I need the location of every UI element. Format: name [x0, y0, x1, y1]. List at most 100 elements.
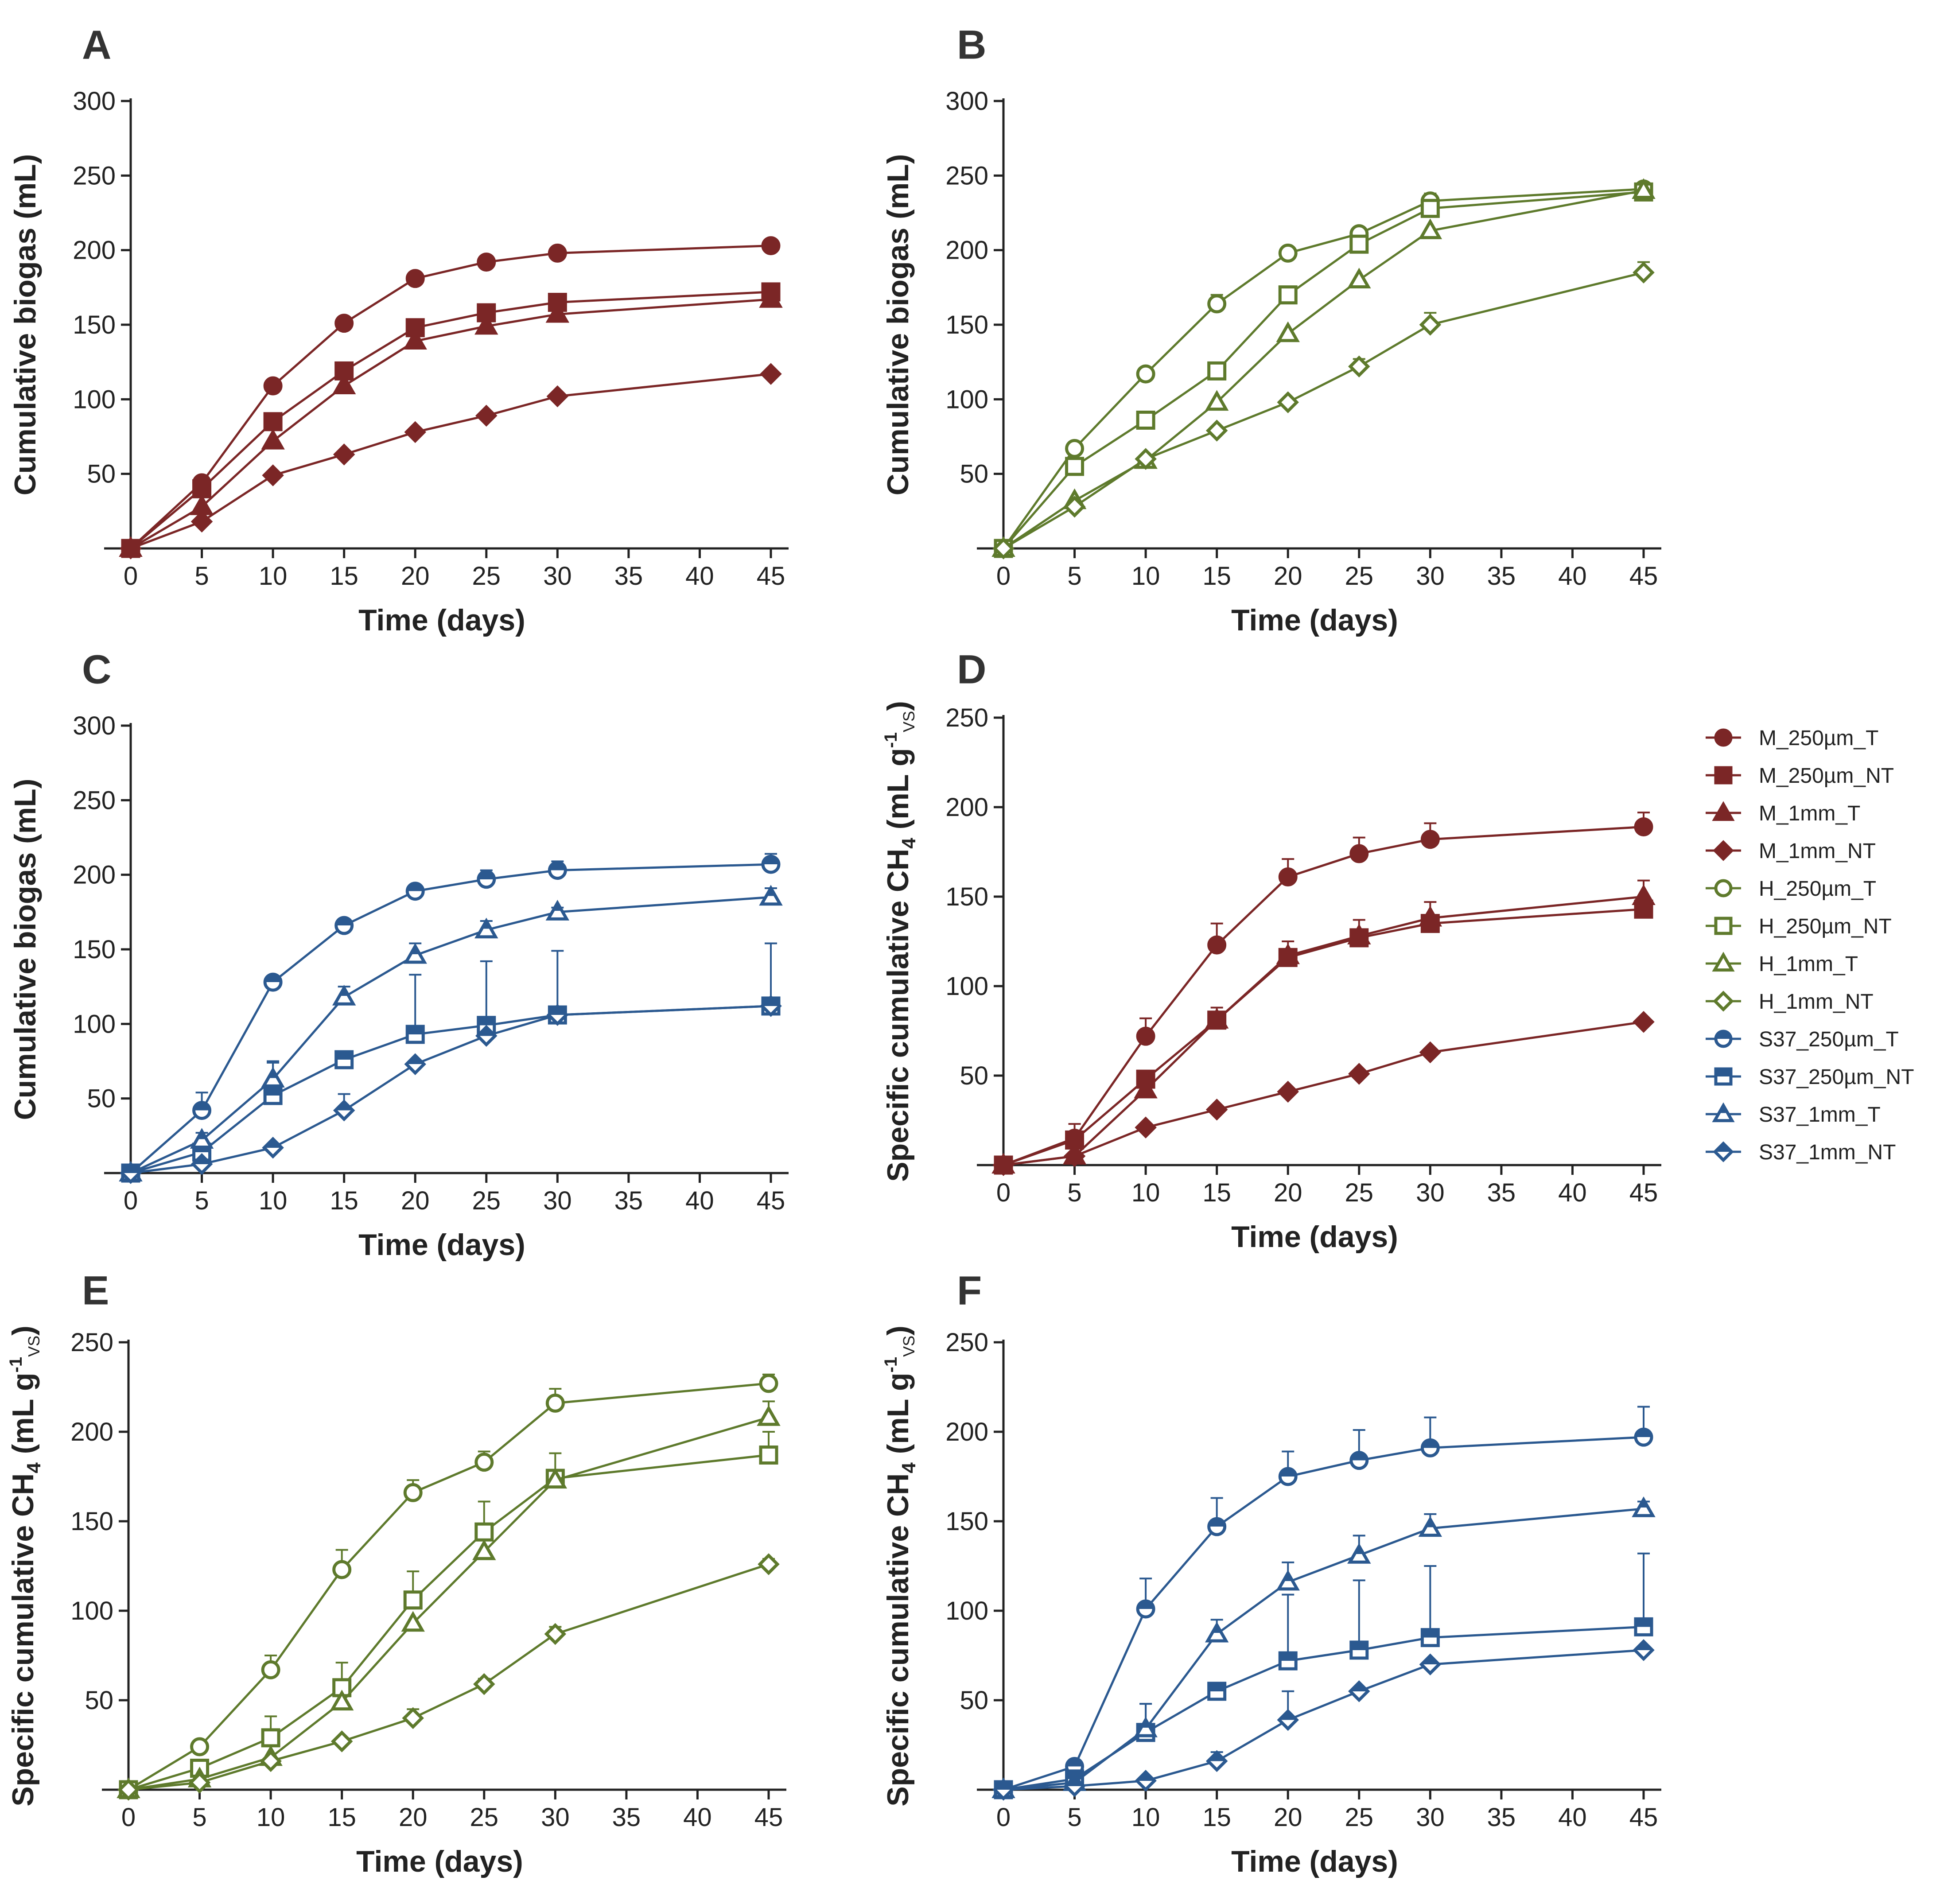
panel-f-y-tick-label: 50: [960, 1686, 988, 1715]
panel-a-y-tick-label: 50: [87, 460, 116, 489]
panel-a-x-tick-label: 15: [330, 562, 358, 591]
panel-e-point-h-250um-nt: [759, 1445, 778, 1465]
panel-d-series-m-250um-t: [994, 812, 1653, 1175]
panel-f-y-label: Specific cumulative CH4 (mL g-1VS): [881, 1325, 920, 1807]
panel-f-x-tick-label: 25: [1345, 1803, 1374, 1832]
panel-e-y-tick-label: 150: [70, 1507, 113, 1536]
panel-b-x-tick-label: 45: [1629, 562, 1658, 591]
panel-c-point-s37-1mm-t: [759, 885, 783, 906]
panel-b-x-tick-label: 15: [1202, 562, 1231, 591]
panel-d-point-m-1mm-t: [1347, 924, 1371, 944]
panel-e-point-h-250um-t: [403, 1483, 423, 1502]
panel-c-point-s37-250um-nt: [263, 1086, 283, 1105]
panel-f-series-s37-250um-nt: [994, 1552, 1653, 1799]
panel-f-x-tick-label: 45: [1629, 1803, 1658, 1832]
panel-e-point-h-1mm-nt: [544, 1623, 567, 1645]
panel-b-point-h-250um-t: [1065, 439, 1085, 458]
panel-c-point-s37-250um-t: [405, 882, 425, 901]
panel-b-point-h-1mm-t: [1347, 268, 1371, 289]
panel-b-line-h-250um-nt: [1003, 190, 1644, 549]
panel-a-point-m-1mm-nt: [333, 443, 355, 466]
panel-b-x-label: Time (days): [1231, 603, 1398, 637]
panel-e-y-tick-label: 250: [70, 1328, 113, 1357]
legend-marker-h-250um-nt: [1714, 917, 1733, 935]
panel-c-series-s37-250um-nt: [121, 942, 781, 1183]
panel-a-point-m-250um-t: [405, 269, 425, 288]
panel-f-point-s37-1mm-t: [1276, 1570, 1300, 1591]
panel-b-line-h-1mm-nt: [1003, 271, 1644, 550]
panel-a-point-m-1mm-nt: [404, 421, 426, 443]
panel-b-point-h-1mm-t: [1632, 178, 1656, 199]
legend-item-s37-1mm-t: S37_1mm_T: [1706, 1102, 1881, 1127]
panel-e-x-tick-label: 45: [754, 1803, 783, 1832]
panel-f-point-s37-250um-nt: [1207, 1682, 1227, 1701]
panel-c-point-s37-1mm-nt: [404, 1053, 426, 1075]
panel-c-point-s37-1mm-nt: [475, 1025, 498, 1047]
panel-a-x-tick-label: 35: [614, 562, 643, 591]
panel-e-point-h-1mm-t: [472, 1539, 496, 1560]
panel-f-point-s37-1mm-nt: [1205, 1750, 1228, 1772]
panel-a-point-m-250um-t: [334, 314, 354, 333]
panel-e-title: E: [82, 1268, 109, 1313]
legend-item-h-1mm-nt: H_1mm_NT: [1706, 990, 1874, 1014]
panel-c-point-s37-1mm-t: [545, 900, 570, 921]
panel-a-y-tick-label: 250: [73, 161, 116, 190]
panel-c-point-s37-250um-t: [548, 861, 567, 880]
panel-e-point-h-250um-t: [545, 1393, 565, 1413]
panel-d-point-m-1mm-t: [1205, 1008, 1229, 1029]
panel-c-point-s37-1mm-nt: [262, 1137, 284, 1159]
panel-a-y-tick-label: 300: [73, 87, 116, 116]
panel-e-point-h-1mm-t: [401, 1611, 425, 1632]
panel-e-y-tick-label: 100: [70, 1597, 113, 1625]
panel-c-y-tick-label: 300: [73, 711, 116, 740]
panel-f-point-s37-1mm-t: [1418, 1516, 1442, 1537]
panel-f-point-s37-250um-t: [1420, 1438, 1440, 1457]
panel-e-point-h-250um-t: [190, 1737, 210, 1756]
panel-a-line-m-250um-t: [130, 245, 771, 549]
panel-e-y-tick-label: 200: [70, 1418, 113, 1446]
panel-d-point-m-250um-t: [1634, 817, 1653, 836]
panel-a-x-tick-label: 5: [194, 562, 209, 591]
panel-f-y-tick-label: 100: [945, 1597, 988, 1625]
legend-label: S37_1mm_NT: [1759, 1141, 1896, 1164]
panel-a-point-m-1mm-t: [759, 287, 783, 308]
panel-d-x-tick-label: 35: [1487, 1178, 1516, 1207]
panel-d: D 0 5 10 15 20 25 30 35 40 45 50 100 150 200 250 Time (d…: [881, 647, 1661, 1254]
panel-b-point-h-1mm-nt: [1277, 391, 1299, 413]
panel-e-x-tick-label: 30: [541, 1803, 570, 1832]
panel-d-series-m-1mm-nt: [992, 1011, 1655, 1176]
panel-a-y-tick-label: 100: [73, 385, 116, 414]
panel-a-point-m-1mm-t: [332, 373, 356, 395]
panel-d-line-m-250um-t: [1003, 825, 1644, 1166]
panel-a-point-m-1mm-t: [545, 302, 570, 323]
legend-marker-h-250um-t: [1714, 879, 1733, 898]
panel-c-point-s37-1mm-t: [332, 984, 356, 1006]
panel-b-series-h-1mm-t: [991, 178, 1656, 557]
panel-a-x-tick-label: 30: [543, 562, 572, 591]
panel-a-x-tick-label: 0: [124, 562, 138, 591]
panel-f-point-s37-250um-t: [1136, 1599, 1155, 1619]
panel-c-point-s37-1mm-t: [403, 943, 427, 964]
panel-f-point-s37-250um-nt: [1420, 1628, 1440, 1648]
panel-e-x-tick-label: 40: [683, 1803, 712, 1832]
panel-e-line-h-250um-nt: [128, 1454, 769, 1791]
legend-marker-h-1mm-t: [1712, 952, 1735, 972]
panel-e-point-h-1mm-nt: [402, 1707, 424, 1729]
panel-b-point-h-1mm-t: [1418, 218, 1442, 239]
panel-c-series-s37-1mm-t: [119, 885, 783, 1182]
panel-d-title: D: [957, 647, 986, 692]
panel-a-title: A: [82, 22, 111, 67]
legend-marker-h-1mm-nt: [1713, 991, 1734, 1012]
panel-d-point-m-1mm-t: [1418, 905, 1442, 927]
panel-d-y-label: Specific cumulative CH4 (mL g-1VS): [881, 701, 920, 1182]
panel-b-y-tick-label: 100: [945, 385, 988, 414]
panel-c-point-s37-1mm-nt: [546, 1004, 569, 1026]
panel-e-series-h-250um-nt: [119, 1431, 778, 1799]
legend-label: M_1mm_T: [1759, 802, 1860, 825]
panel-c-series-s37-250um-t: [121, 853, 781, 1183]
panel-d-x-tick-label: 40: [1558, 1178, 1587, 1207]
panel-e-point-h-250um-t: [332, 1560, 352, 1579]
panel-c-x-tick-label: 20: [401, 1186, 430, 1215]
panel-e-point-h-1mm-nt: [758, 1553, 780, 1575]
